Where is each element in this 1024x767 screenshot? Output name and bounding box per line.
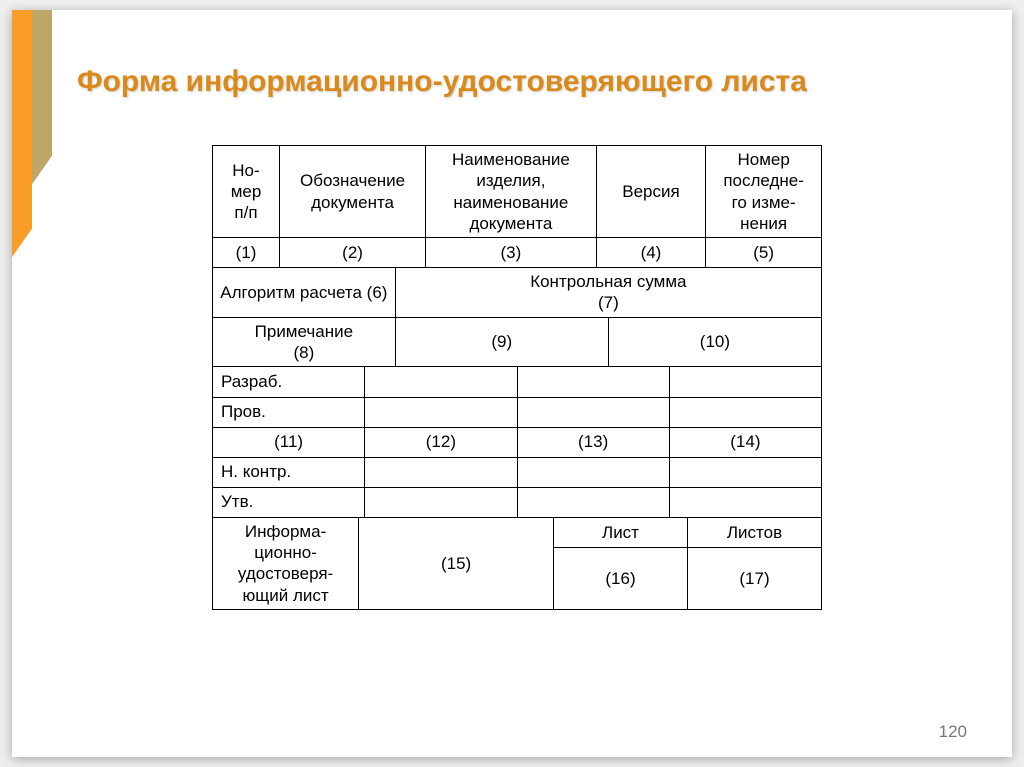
s4-r1: Разраб. [213, 367, 365, 397]
s1-n2: (2) [279, 238, 425, 268]
s4-r2b [365, 397, 517, 427]
s4-r4d [669, 457, 821, 487]
slide-title: Форма информационно-удостоверяющего лист… [77, 65, 972, 99]
s4-r5c [517, 487, 669, 517]
s2-right: Контрольная сумма(7) [395, 268, 821, 317]
section-5: Информа-ционно-удостоверя-ющий лист (15)… [212, 518, 822, 611]
s3-c2: (9) [395, 318, 608, 367]
s5-c4bot: (17) [688, 548, 822, 610]
s4-r5d [669, 487, 821, 517]
s4-r2: Пров. [213, 397, 365, 427]
s4-r3c1: (11) [213, 427, 365, 457]
s1-n1: (1) [213, 238, 280, 268]
s2-left: Алгоритм расчета (6) [213, 268, 396, 317]
s5-c1: Информа-ционно-удостоверя-ющий лист [213, 518, 359, 610]
s5-c3top: Лист [554, 518, 688, 548]
s3-c3: (10) [608, 318, 821, 367]
section-4: Разраб. Пров. (11) (12) (13) (14) Н. кон… [212, 367, 822, 518]
s1-h1: Но-мерп/п [213, 146, 280, 238]
s4-r2c [517, 397, 669, 427]
s4-r1d [669, 367, 821, 397]
s4-r5: Утв. [213, 487, 365, 517]
s1-h3: Наименование изделия, наименование докум… [426, 146, 597, 238]
s5-c4top: Листов [688, 518, 822, 548]
section-2: Алгоритм расчета (6) Контрольная сумма(7… [212, 268, 822, 318]
s1-h4: Версия [596, 146, 706, 238]
s4-r3c2: (12) [365, 427, 517, 457]
s1-h2: Обозначение документа [279, 146, 425, 238]
slide: Форма информационно-удостоверяющего лист… [12, 10, 1012, 757]
s4-r3c4: (14) [669, 427, 821, 457]
corner-decoration [12, 10, 152, 260]
s1-n5: (5) [706, 238, 822, 268]
page-number: 120 [939, 722, 967, 742]
s4-r4b [365, 457, 517, 487]
section-3: Примечание(8) (9) (10) [212, 318, 822, 368]
s1-n3: (3) [426, 238, 597, 268]
s4-r5b [365, 487, 517, 517]
s4-r4: Н. контр. [213, 457, 365, 487]
s4-r1b [365, 367, 517, 397]
s3-c1: Примечание(8) [213, 318, 396, 367]
s1-h5: Номер последне-го изме-нения [706, 146, 822, 238]
s4-r4c [517, 457, 669, 487]
s5-c3bot: (16) [554, 548, 688, 610]
section-1: Но-мерп/п Обозначение документа Наименов… [212, 145, 822, 268]
s4-r1c [517, 367, 669, 397]
s5-c2: (15) [359, 518, 554, 610]
s4-r3c3: (13) [517, 427, 669, 457]
form-table: Но-мерп/п Обозначение документа Наименов… [212, 145, 822, 610]
s4-r2d [669, 397, 821, 427]
s1-n4: (4) [596, 238, 706, 268]
